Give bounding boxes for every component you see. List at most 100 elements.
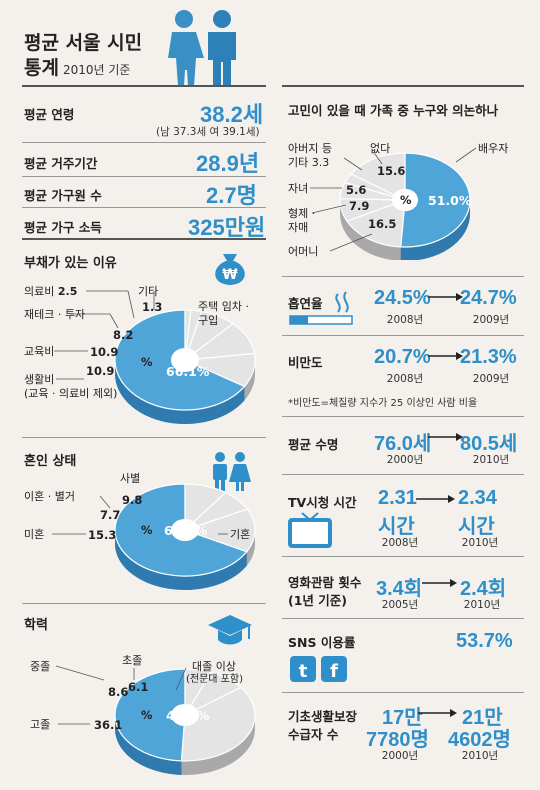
consult-label-siblings2: 자매: [288, 221, 309, 234]
education-center: %: [141, 708, 153, 722]
consult-title: 고민이 있을 때 가족 중 누구와 의논하나: [288, 103, 499, 118]
trend-from-smoking: 24.5%: [374, 287, 431, 309]
trend-to-welfare: 21만: [462, 707, 503, 729]
trend-to-year: 2009년: [472, 314, 510, 326]
consult-label-father2: 기타 3.3: [288, 156, 330, 169]
pie-side-highlight: [115, 360, 245, 424]
marriage-label-widowed: 사별: [120, 472, 141, 485]
education-label-college: 대졸 이상: [192, 660, 236, 673]
trend-from-year: 2008년: [386, 314, 424, 326]
trend-to-life: 80.5세: [460, 433, 518, 455]
pie-slice: [183, 508, 256, 553]
trend-from-welfare: 17만: [382, 707, 423, 729]
stat-label: 평균 연령: [24, 107, 75, 122]
consult-label-spouse: 배우자: [478, 142, 509, 155]
education-label-middle: 중졸: [30, 660, 51, 673]
consult-label-father: 아버지 등: [288, 142, 332, 155]
education-label-elementary: 초졸: [122, 654, 143, 667]
trend-label-welfare: 기초생활보장: [288, 709, 358, 724]
marriage-value-single: 15.3: [88, 528, 117, 542]
debt-pie-chart: [114, 309, 256, 424]
pie-center-hole: [171, 518, 199, 542]
trend-label-life: 평균 수명: [288, 437, 339, 452]
marriage-label-married: 기혼: [230, 528, 251, 541]
education-title: 학력: [24, 618, 48, 633]
svg-text:t: t: [299, 661, 308, 682]
trend-from-year: 2005년: [381, 599, 419, 611]
trend-to-tv: 2.34: [458, 487, 497, 509]
pie-center-hole: [171, 703, 199, 727]
consult-label-children: 자녀: [288, 182, 309, 195]
trend-from-life: 76.0세: [374, 433, 432, 455]
trend-from-year: 2000년: [386, 454, 424, 466]
consult-value-children: 5.6: [346, 183, 367, 197]
arrow-icon: [422, 579, 457, 587]
pie-slice: [400, 152, 471, 248]
stat-value: 28.9년: [196, 151, 260, 176]
trend-label-smoking: 흡연율: [288, 296, 323, 311]
consult-label-siblings: 형제 ·: [288, 207, 316, 220]
graduation-cap-icon: [208, 615, 252, 645]
trend-to-obesity: 21.3%: [460, 346, 517, 368]
trend-label-obesity: 비만도: [288, 355, 323, 370]
debt-value-invest: 8.2: [113, 328, 134, 342]
consult-value-siblings: 7.9: [349, 199, 370, 213]
pie-slice: [184, 483, 227, 532]
stat-note: (남 37.3세 여 39.1세): [156, 126, 260, 138]
arrow-icon: [428, 293, 463, 301]
marriage-label-single: 미혼: [24, 528, 45, 541]
base-year: 2010년 기준: [62, 63, 131, 77]
stat-label: 평균 가구원 수: [24, 188, 102, 203]
marriage-value-married: 67.2%: [164, 523, 208, 538]
obesity-note: *비만도=체질량 지수가 25 이상인 사람 비율: [288, 398, 478, 409]
trend-to-year: 2010년: [472, 454, 510, 466]
debt-value-edu: 10.9: [90, 345, 119, 359]
trend-label-movie2: (1년 기준): [288, 593, 347, 608]
trend-to-year: 2009년: [472, 373, 510, 385]
consult-value-spouse: 51.0%: [428, 193, 472, 208]
couple-icon: [213, 452, 251, 491]
pie-slice: [346, 199, 406, 248]
pie-side-highlight: [400, 200, 470, 260]
consult-pie-chart: [339, 152, 471, 260]
education-value-middle: 8.6: [108, 685, 129, 699]
marriage-value-widowed: 9.8: [122, 493, 143, 507]
consult-center: %: [400, 193, 412, 207]
trend-to-welfare2: 4602명: [448, 729, 511, 751]
trend-from-welfare2: 7780명: [366, 729, 429, 751]
pie-center-hole: [171, 348, 199, 372]
education-pie-chart: [114, 668, 256, 775]
stat-value: 2.7명: [206, 183, 257, 208]
consult-value-none: 15.6: [377, 164, 406, 178]
trend-to-smoking: 24.7%: [460, 287, 517, 309]
education-value-high: 36.1: [94, 718, 123, 732]
twitter-icon: [290, 656, 316, 682]
debt-title: 부채가 있는 이유: [24, 256, 117, 271]
trend-label-movie: 영화관람 횟수: [288, 575, 362, 590]
pie-slice: [180, 686, 256, 762]
pie-slice: [184, 309, 192, 361]
arrow-icon: [416, 495, 455, 503]
trend-to-year: 2010년: [461, 750, 499, 762]
money-bag-icon: ₩: [215, 254, 245, 285]
debt-value-other: 1.3: [142, 300, 163, 314]
marriage-center: %: [141, 523, 153, 537]
trend-from-year: 2008년: [381, 537, 419, 549]
page-title: 평균 서울 시민: [24, 32, 143, 54]
marriage-label-divorced: 이혼 · 별거: [24, 490, 75, 503]
trend-from-tv: 2.31: [378, 487, 417, 509]
education-label-college-note: (전문대 포함): [186, 674, 243, 685]
trend-from-movie: 3.4회: [376, 578, 423, 600]
pie-slice: [349, 152, 406, 201]
trend-to-year: 2010년: [463, 599, 501, 611]
sns-icons: t f: [290, 656, 347, 682]
trend-to-year: 2010년: [461, 537, 499, 549]
trend-from-year: 2000년: [381, 750, 419, 762]
stat-label: 평균 거주기간: [24, 156, 98, 171]
education-value-college: 49.2%: [166, 708, 210, 723]
page-subtitle: 통계 2010년 기준: [24, 57, 131, 79]
consult-label-none: 없다: [370, 142, 391, 155]
marriage-title: 혼인 상태: [24, 454, 77, 469]
consult-label-mother: 어머니: [288, 245, 319, 258]
